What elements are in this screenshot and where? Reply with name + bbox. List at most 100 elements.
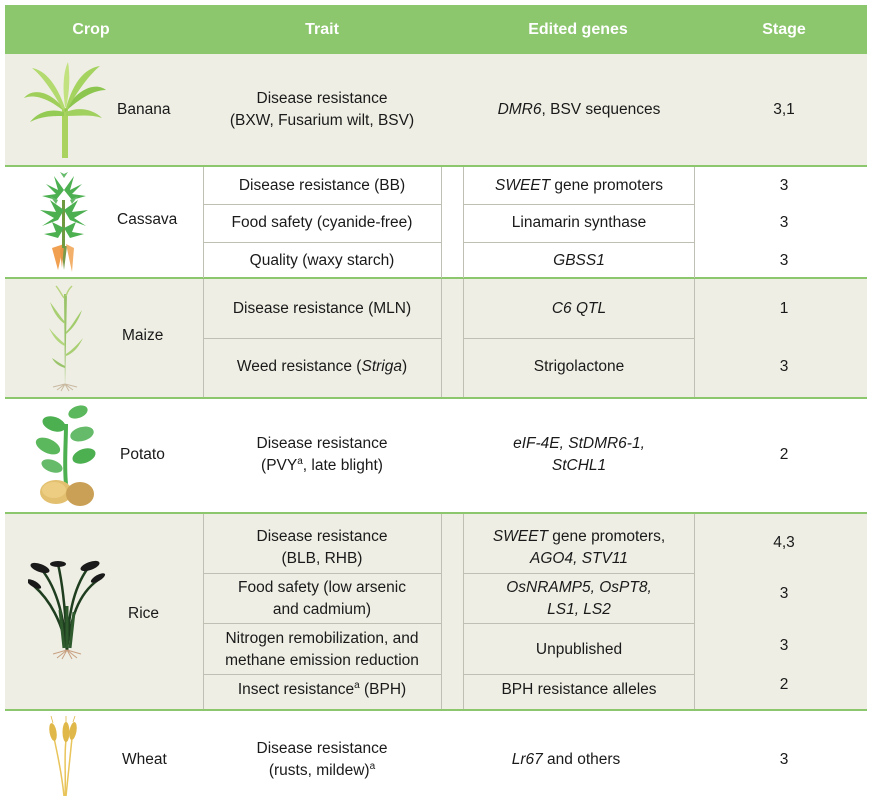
gene-italic: SWEET	[492, 528, 548, 545]
separator	[5, 165, 867, 167]
rice-band	[5, 514, 867, 709]
separator	[5, 277, 867, 279]
potato-plant-icon	[35, 405, 96, 506]
rice-trait-1: Disease resistance (BLB, RHB)	[257, 526, 388, 570]
cassava-stage-1: 3	[779, 177, 789, 194]
grid-line	[203, 242, 442, 243]
gene-text: and others	[542, 751, 621, 768]
maize-genes-1: C6 QTL	[552, 298, 606, 320]
grid-line	[694, 514, 695, 709]
maize-genes-2: Strigolactone	[533, 358, 625, 375]
trait-text: , late blight)	[302, 457, 383, 474]
rice-plant-icon	[28, 560, 106, 660]
gene-italic: StCHL1	[551, 457, 607, 474]
rice-stage-4: 2	[779, 676, 789, 693]
grid-line	[203, 674, 442, 675]
trait-text: Weed resistance (	[236, 358, 362, 375]
banana-plant-icon	[24, 62, 106, 158]
trait-line: Food safety (low arsenic	[238, 579, 406, 596]
grid-line	[463, 338, 695, 339]
banana-stage: 3,1	[773, 101, 795, 118]
maize-trait-2: Weed resistance (Striga)	[237, 356, 407, 378]
cassava-band	[5, 167, 867, 278]
wheat-band	[5, 711, 867, 798]
wheat-trait: Disease resistance (rusts, mildew)a	[257, 738, 388, 782]
grid-line	[203, 167, 204, 278]
cassava-stage-2: 3	[779, 214, 789, 231]
grid-line	[463, 204, 695, 205]
trait-text: )	[401, 358, 408, 375]
gene-italic: Lr67	[511, 751, 543, 768]
trait-line: (BXW, Fusarium wilt, BSV)	[229, 112, 415, 129]
grid-line	[203, 573, 442, 574]
trait-line: methane emission reduction	[225, 652, 419, 669]
rice-trait-2: Food safety (low arsenic and cadmium)	[238, 577, 406, 621]
separator	[5, 397, 867, 399]
gene-text: gene promoters	[550, 177, 663, 194]
cassava-trait-2: Food safety (cyanide-free)	[231, 214, 413, 231]
grid-line	[203, 623, 442, 624]
gene-italic: LS1, LS2	[547, 601, 611, 618]
trait-text: (rusts, mildew)	[268, 762, 370, 779]
potato-stage: 2	[779, 446, 789, 463]
rice-genes-1: SWEET gene promoters, AGO4, STV11	[493, 526, 665, 570]
trait-line: Disease resistance	[256, 90, 388, 107]
header-edited-genes: Edited genes	[528, 21, 628, 38]
maize-plant-icon	[49, 285, 83, 392]
trait-text: (PVY	[261, 457, 298, 474]
header-crop: Crop	[72, 21, 110, 38]
footnote-marker: a	[354, 680, 360, 691]
gene-italic: C6 QTL	[551, 300, 607, 317]
trait-text: (BPH)	[359, 681, 407, 698]
gene-italic: AGO4, STV11	[530, 550, 628, 567]
footnote-marker: a	[369, 761, 376, 772]
grid-line	[203, 204, 442, 205]
trait-line: Disease resistance	[256, 740, 388, 757]
gene-text: , BSV sequences	[541, 101, 661, 118]
gene-text: gene promoters,	[547, 528, 666, 545]
gene-italic: SWEET	[495, 177, 551, 194]
banana-trait: Disease resistance (BXW, Fusarium wilt, …	[230, 88, 414, 132]
crop-name-banana: Banana	[117, 101, 171, 118]
header-stage: Stage	[762, 21, 806, 38]
grid-line	[203, 338, 442, 339]
cassava-plant-icon	[40, 172, 88, 272]
potato-trait: Disease resistance (PVYa, late blight)	[257, 433, 388, 477]
banana-genes: DMR6, BSV sequences	[498, 99, 661, 121]
grid-line	[463, 623, 695, 624]
crop-name-wheat: Wheat	[122, 751, 167, 768]
grid-line	[694, 167, 695, 278]
crop-name-rice: Rice	[128, 605, 160, 622]
maize-stage-1: 1	[779, 300, 789, 317]
cassava-stage-3: 3	[779, 252, 789, 269]
crop-name-maize: Maize	[122, 327, 164, 344]
cassava-genes-2: Linamarin synthase	[511, 214, 647, 231]
cassava-trait-1: Disease resistance (BB)	[238, 177, 406, 194]
rice-genes-4: BPH resistance alleles	[501, 681, 657, 698]
grid-line	[441, 167, 442, 278]
wheat-stage: 3	[779, 751, 789, 768]
potato-band	[5, 399, 867, 512]
cassava-genes-3: GBSS1	[553, 250, 605, 272]
rice-stage-3: 3	[779, 637, 789, 654]
potato-genes: eIF-4E, StDMR6-1, StCHL1	[513, 433, 645, 477]
trait-italic: Striga	[361, 358, 402, 375]
grid-line	[441, 514, 442, 709]
footnote-marker: a	[297, 456, 303, 467]
gene-italic: DMR6	[497, 101, 542, 118]
separator	[5, 512, 867, 514]
wheat-genes: Lr67 and others	[512, 749, 621, 771]
cassava-trait-3: Quality (waxy starch)	[249, 252, 395, 269]
rice-trait-3: Nitrogen remobilization, and methane emi…	[225, 628, 419, 672]
separator	[5, 709, 867, 711]
header-trait: Trait	[305, 21, 339, 38]
wheat-plant-icon	[49, 716, 77, 796]
trait-line: Disease resistance	[256, 435, 388, 452]
grid-line	[463, 573, 695, 574]
banana-band	[5, 54, 867, 166]
trait-line: Disease resistance	[256, 528, 388, 545]
crop-name-potato: Potato	[120, 446, 165, 463]
trait-text: Insect resistance	[237, 681, 355, 698]
grid-line	[463, 674, 695, 675]
grid-line	[463, 514, 464, 709]
